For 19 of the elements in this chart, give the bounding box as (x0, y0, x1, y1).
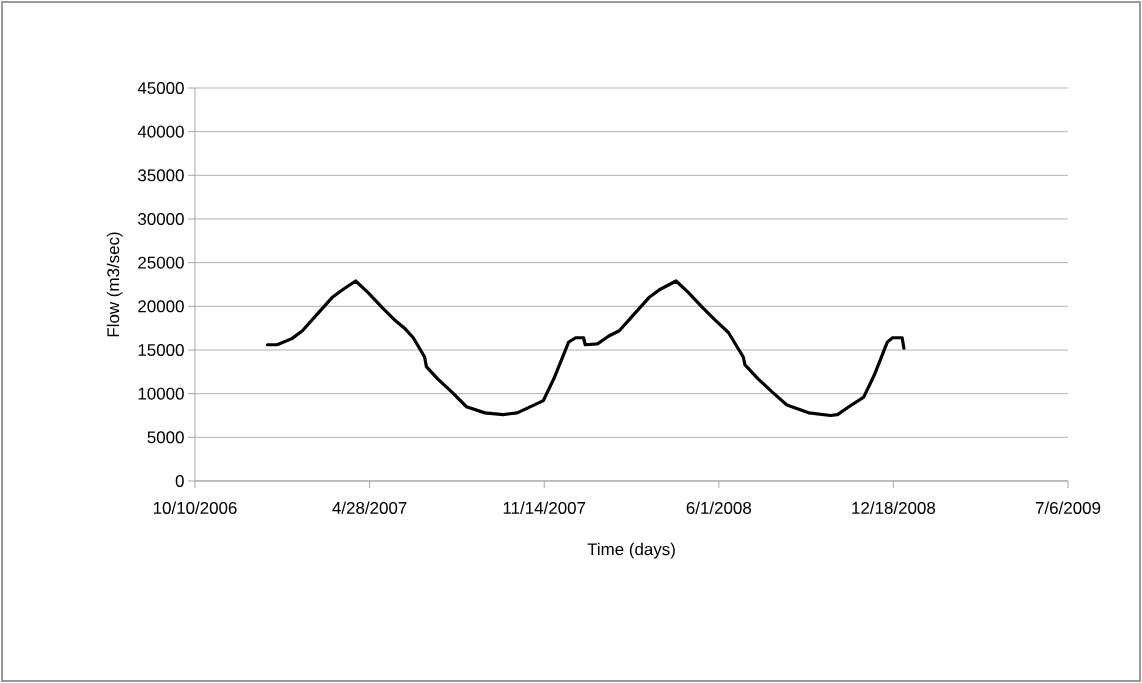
x-axis-title: Time (days) (587, 542, 675, 559)
x-tick-label: 4/28/2007 (332, 501, 407, 514)
y-tick-label: 15000 (138, 343, 184, 356)
line-series (265, 279, 906, 418)
y-tick-label: 30000 (138, 212, 184, 225)
x-tick-label: 11/14/2007 (503, 501, 586, 514)
y-tick-label: 40000 (137, 125, 184, 138)
x-tick-label: 10/10/2006 (153, 501, 237, 514)
x-tick-label: 7/6/2009 (1035, 501, 1101, 514)
y-axis-title: Flow (m3/sec) (106, 232, 123, 337)
y-tick-label: 20000 (138, 300, 184, 313)
y-tick-label: 5000 (147, 431, 184, 444)
y-tick-label: 25000 (138, 256, 184, 269)
y-tick-label: 10000 (138, 387, 184, 400)
y-tick-label: 0 (175, 474, 184, 487)
x-tick-label: 6/1/2008 (686, 501, 752, 514)
y-tick-label: 35000 (138, 169, 184, 182)
x-tick-label: 12/18/2008 (852, 501, 936, 514)
y-tick-label: 45000 (137, 81, 184, 94)
